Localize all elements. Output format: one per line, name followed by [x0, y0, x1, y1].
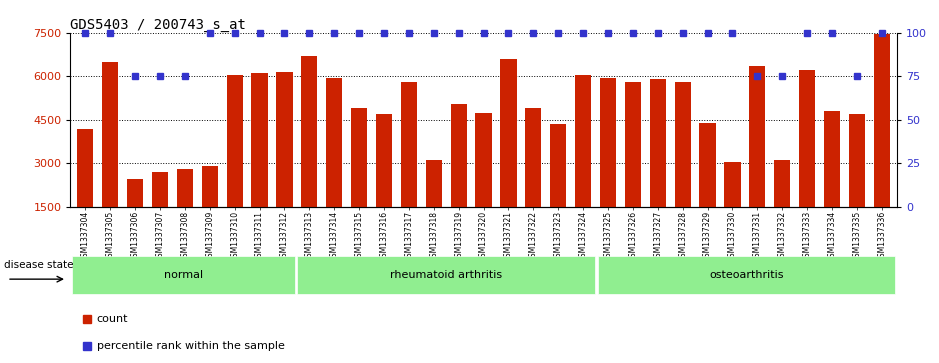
Bar — [849, 114, 865, 250]
Bar — [451, 104, 467, 250]
Bar — [824, 111, 840, 250]
Bar — [77, 129, 94, 250]
Bar — [799, 70, 815, 250]
Bar — [376, 114, 393, 250]
Bar — [127, 179, 144, 250]
Text: count: count — [97, 314, 129, 323]
Bar — [102, 62, 118, 250]
Bar — [71, 256, 295, 294]
Text: rheumatoid arthritis: rheumatoid arthritis — [390, 270, 502, 280]
Bar — [202, 166, 218, 250]
Bar — [550, 124, 566, 250]
Bar — [624, 82, 641, 250]
Bar — [700, 123, 716, 250]
Bar — [597, 256, 896, 294]
Bar — [749, 66, 765, 250]
Bar — [774, 160, 791, 250]
Bar — [152, 172, 168, 250]
Bar — [500, 59, 516, 250]
Bar — [226, 75, 243, 250]
Bar — [276, 72, 293, 250]
Bar — [252, 73, 268, 250]
Text: percentile rank within the sample: percentile rank within the sample — [97, 341, 285, 351]
Bar — [425, 160, 442, 250]
Text: GDS5403 / 200743_s_at: GDS5403 / 200743_s_at — [70, 18, 246, 32]
Bar — [525, 108, 542, 250]
Bar — [177, 169, 193, 250]
Text: normal: normal — [163, 270, 203, 280]
Bar — [297, 256, 595, 294]
Bar — [475, 113, 492, 250]
Bar — [326, 78, 343, 250]
Bar — [575, 75, 592, 250]
Text: osteoarthritis: osteoarthritis — [709, 270, 784, 280]
Bar — [873, 34, 890, 250]
Bar — [401, 82, 417, 250]
Text: disease state: disease state — [4, 260, 73, 270]
Bar — [301, 56, 317, 250]
Bar — [600, 78, 616, 250]
Bar — [650, 79, 666, 250]
Bar — [724, 162, 741, 250]
Bar — [674, 82, 691, 250]
Bar — [351, 108, 367, 250]
